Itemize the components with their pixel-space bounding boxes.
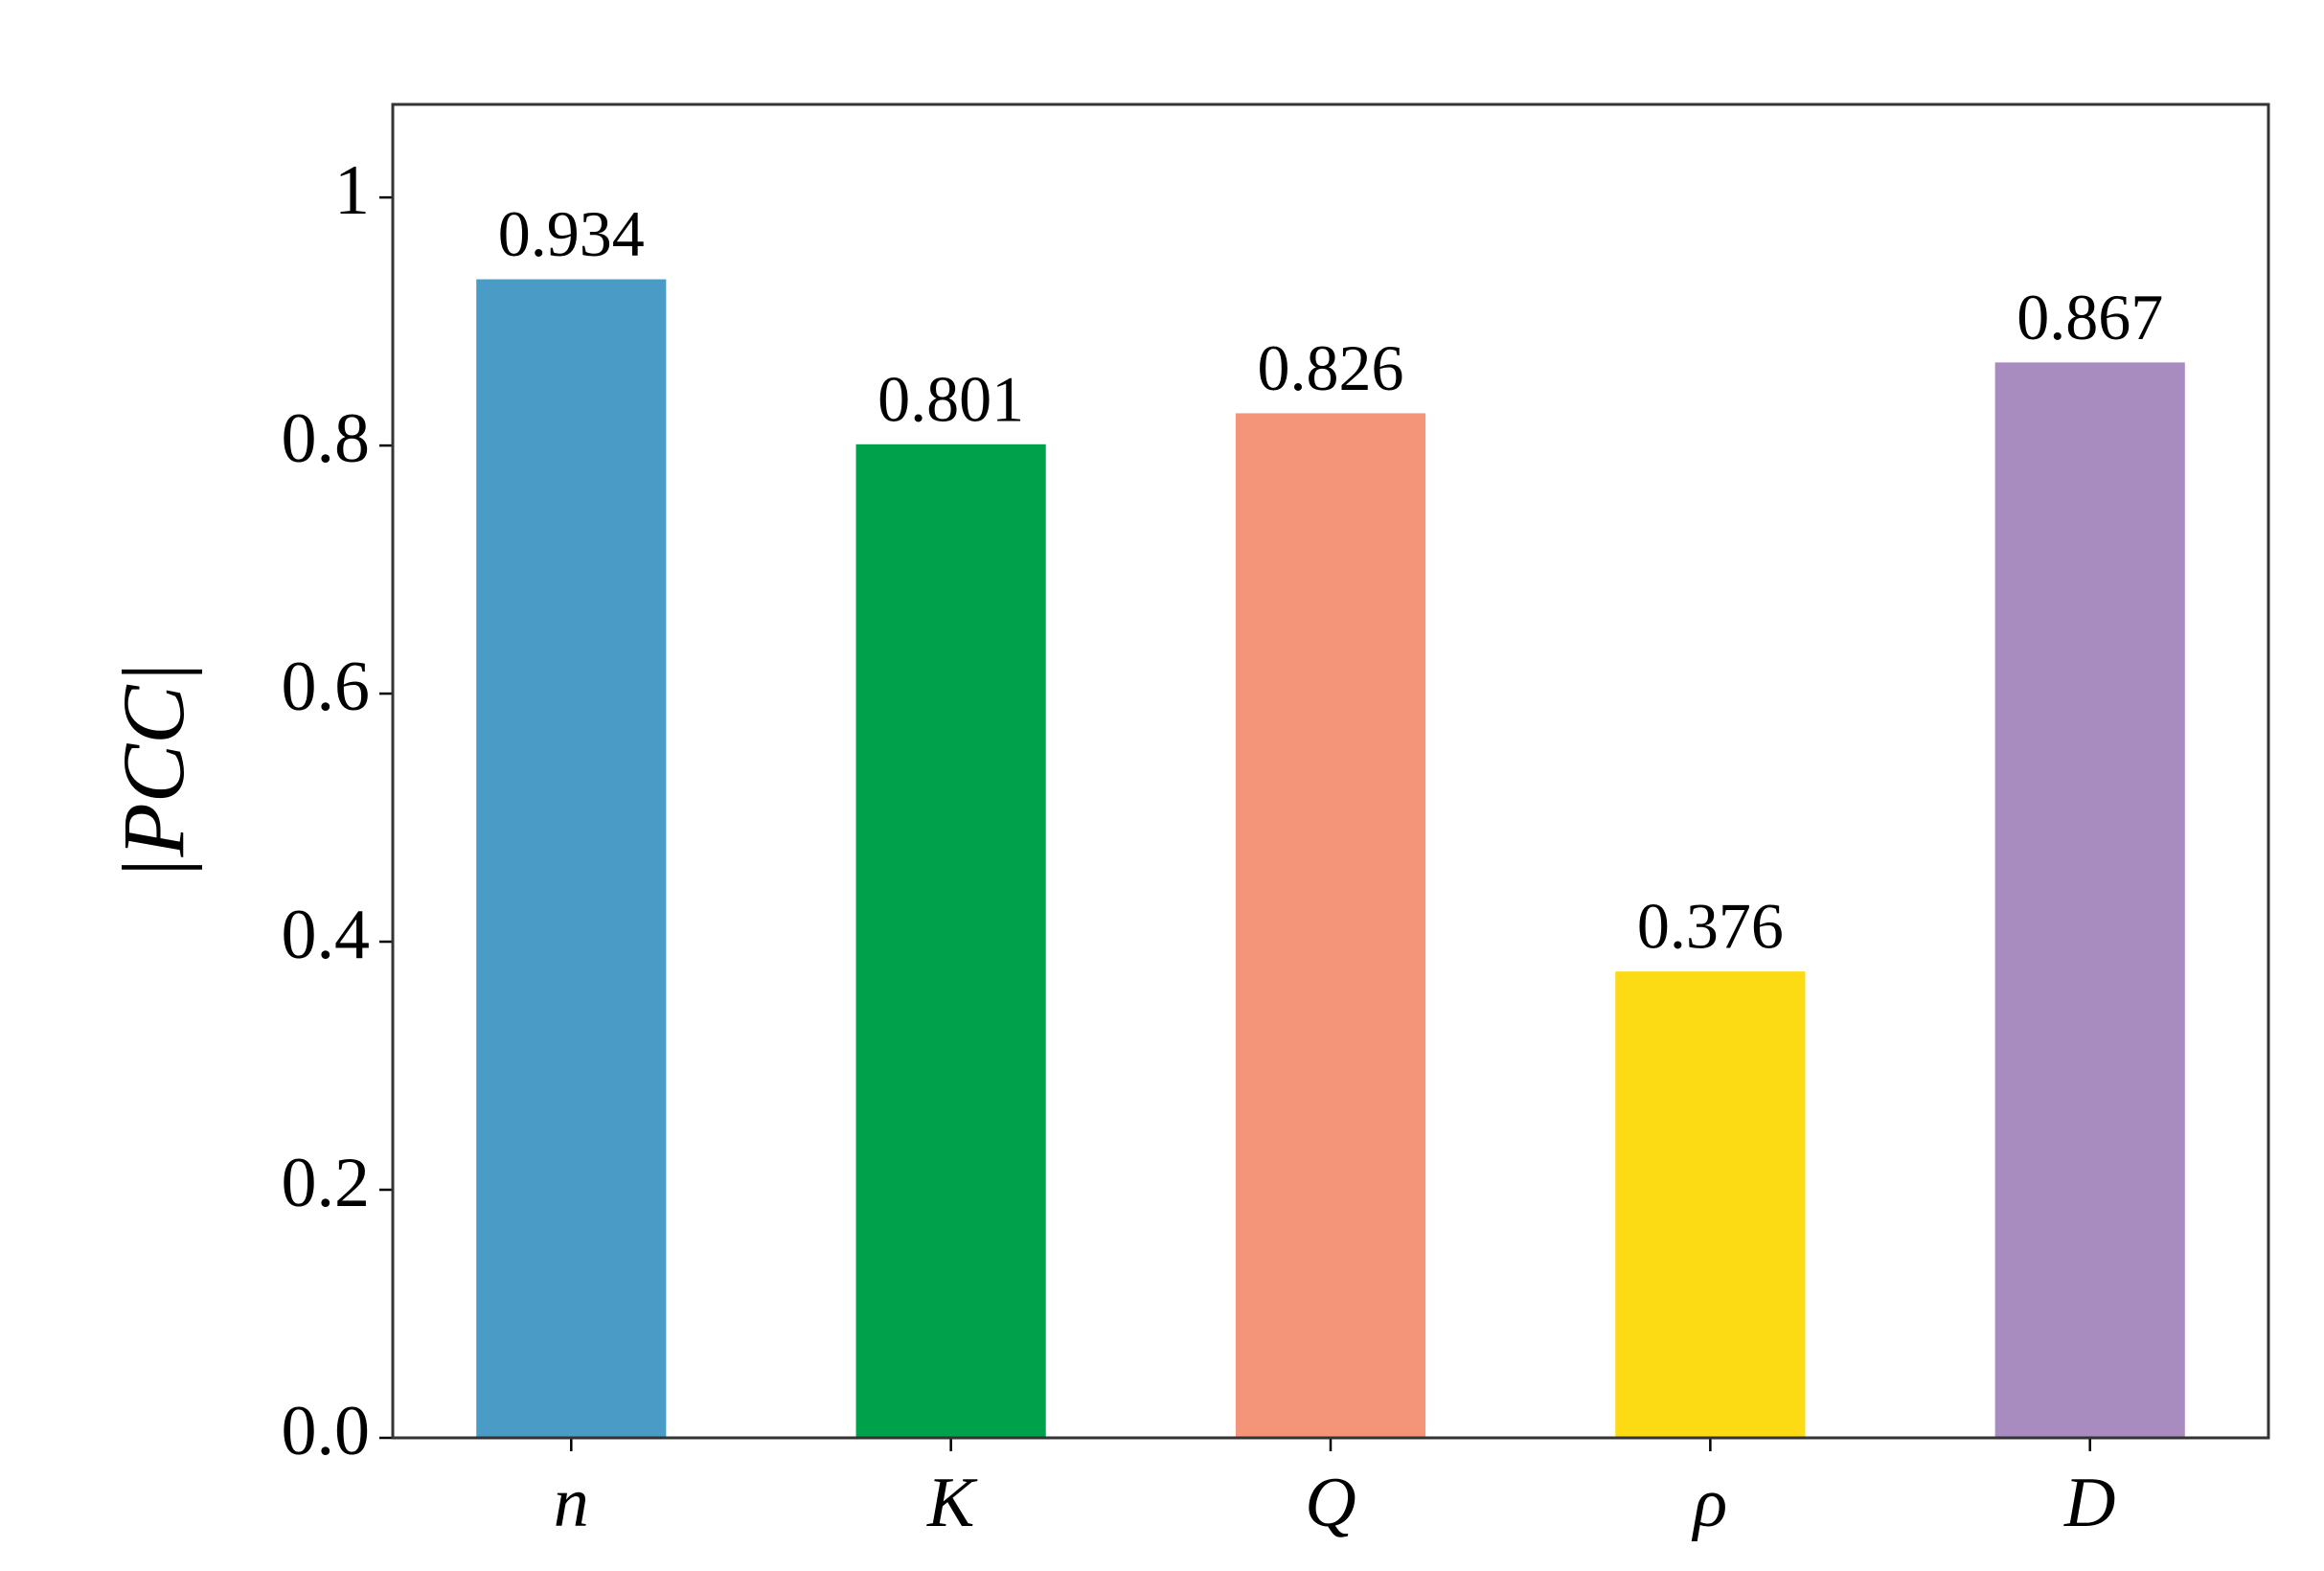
x-tick-label: n: [554, 1464, 589, 1542]
bar: [1235, 413, 1426, 1439]
bar: [855, 444, 1046, 1439]
y-tick-label: 0.6: [282, 648, 371, 726]
bar: [476, 279, 667, 1438]
y-tick-label: 0.4: [282, 896, 371, 974]
bar: [1994, 362, 2185, 1438]
y-tick-label: 0.0: [282, 1392, 371, 1470]
y-tick-label: 0.2: [282, 1144, 371, 1222]
value-label: 0.801: [877, 362, 1024, 435]
x-tick-label: K: [926, 1464, 978, 1542]
y-tick-label: 1: [334, 151, 370, 230]
plot-frame: [391, 102, 2270, 1440]
value-label: 0.376: [1637, 890, 1784, 963]
x-tick-label: Q: [1305, 1464, 1356, 1542]
x-tick-label: ρ: [1692, 1464, 1728, 1542]
value-label: 0.867: [2016, 281, 2163, 353]
bar: [1615, 971, 1806, 1438]
y-tick-label: 0.8: [282, 399, 371, 478]
value-label: 0.934: [498, 197, 645, 270]
y-axis-label: |PCC|: [104, 661, 202, 881]
value-label: 0.826: [1258, 331, 1404, 404]
x-tick-label: D: [2063, 1464, 2115, 1542]
